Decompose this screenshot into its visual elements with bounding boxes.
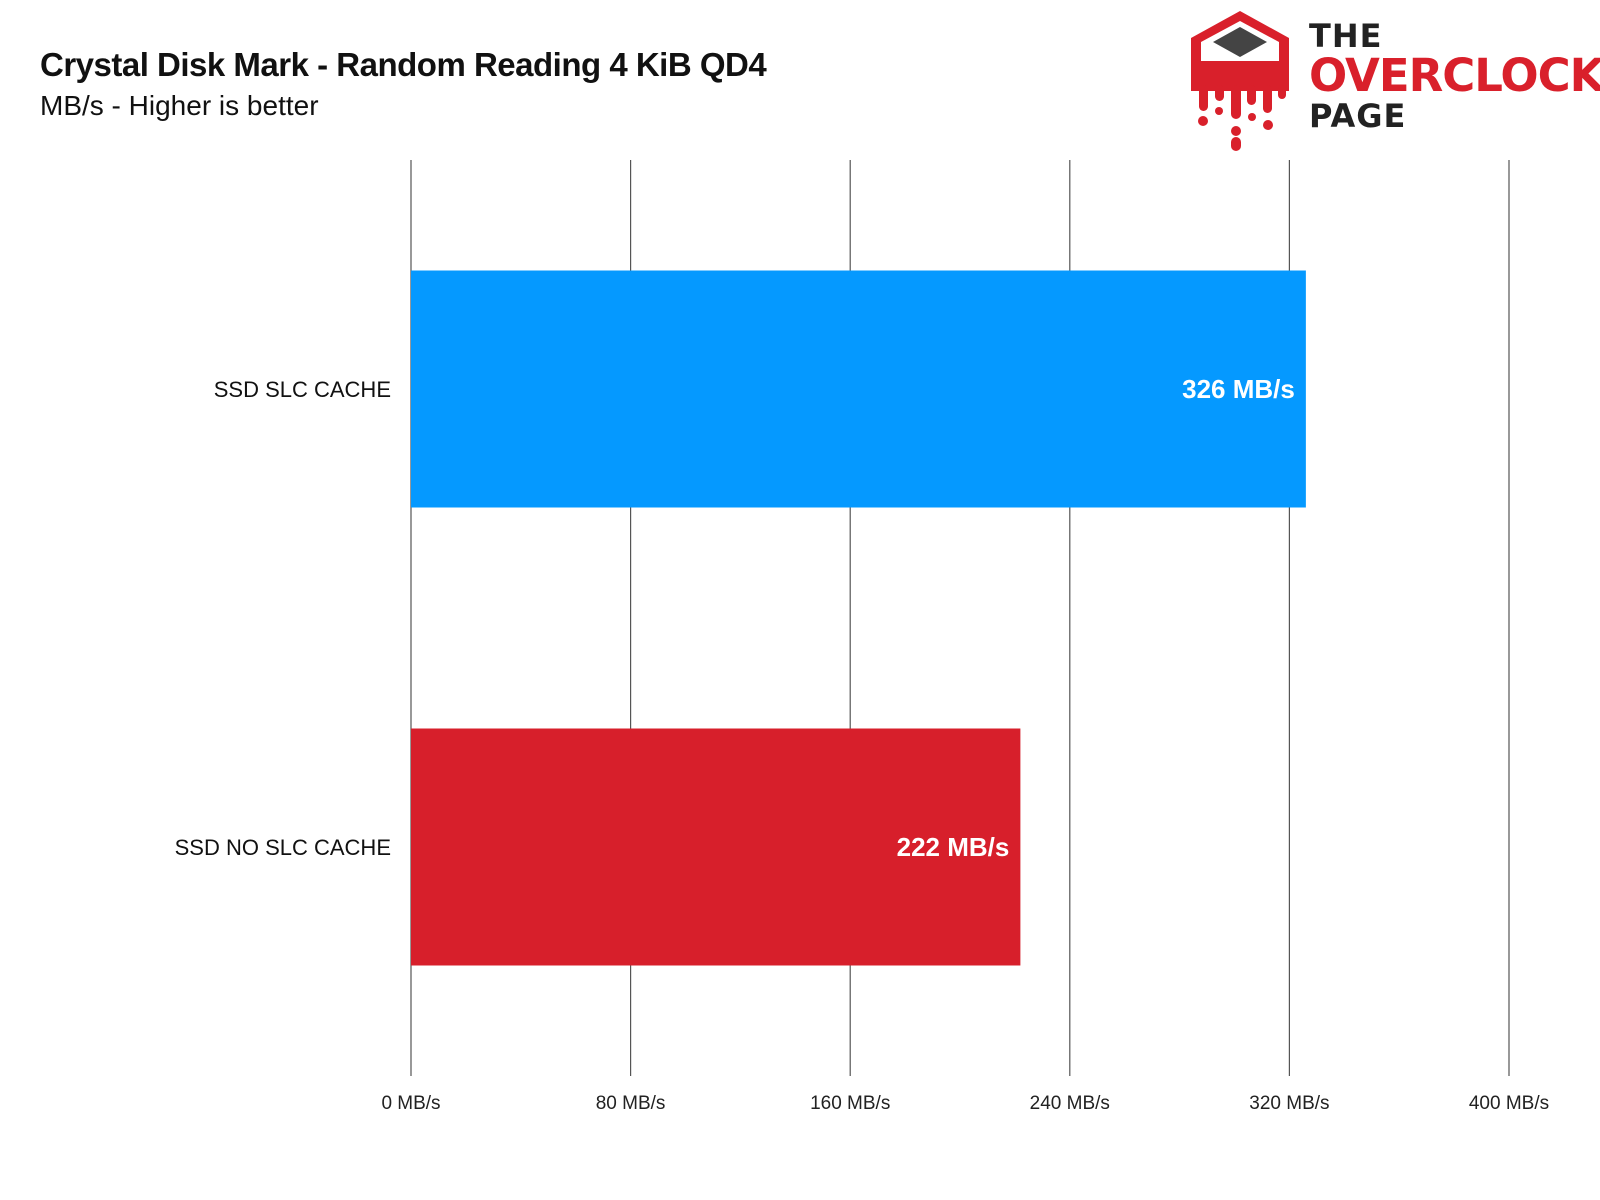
bar-value-label: 326 MB/s bbox=[1182, 374, 1295, 404]
x-tick-label: 160 MB/s bbox=[810, 1093, 890, 1114]
x-tick-label: 320 MB/s bbox=[1249, 1093, 1329, 1114]
x-tick-label: 0 MB/s bbox=[381, 1093, 440, 1114]
melting-chip-icon bbox=[1191, 11, 1289, 151]
chart-subtitle: MB/s - Higher is better bbox=[40, 90, 319, 121]
logo-text-overclock: OVERCLOCK bbox=[1309, 49, 1600, 102]
logo-text-the: THE bbox=[1309, 17, 1383, 55]
bar-1 bbox=[411, 270, 1306, 508]
brand-logo: THE OVERCLOCK PAGE bbox=[1185, 5, 1600, 155]
bar-value-label: 222 MB/s bbox=[897, 832, 1010, 862]
x-tick-label: 400 MB/s bbox=[1469, 1093, 1549, 1114]
bar-2 bbox=[411, 728, 1021, 966]
logo-text-page: PAGE bbox=[1309, 97, 1407, 135]
chart-title: Crystal Disk Mark - Random Reading 4 KiB… bbox=[40, 46, 767, 83]
category-label: SSD SLC CACHE bbox=[214, 377, 391, 402]
x-tick-label: 240 MB/s bbox=[1030, 1093, 1110, 1114]
category-label: SSD NO SLC CACHE bbox=[175, 835, 391, 860]
x-tick-label: 80 MB/s bbox=[596, 1093, 666, 1114]
